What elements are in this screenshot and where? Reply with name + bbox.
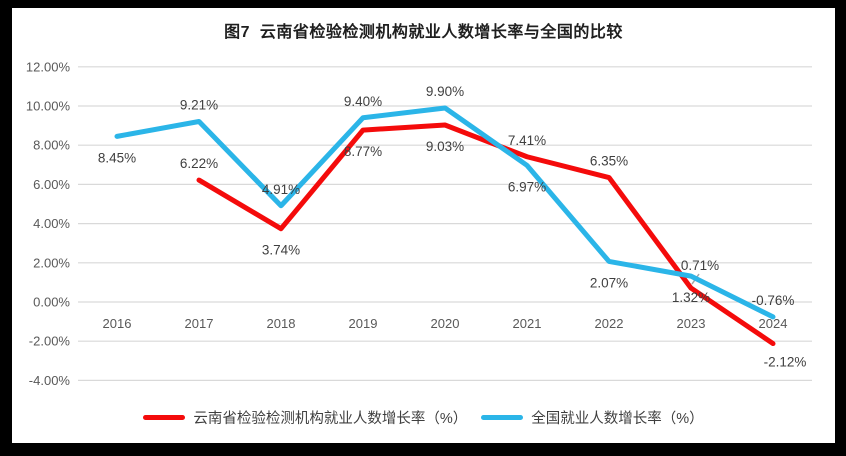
- data-label-national: 1.32%: [672, 290, 710, 305]
- data-label-yunnan: 0.71%: [681, 258, 719, 273]
- y-axis-tick-label: 2.00%: [33, 255, 70, 270]
- x-axis-tick-label: 2018: [267, 316, 296, 331]
- x-axis-tick-label: 2019: [349, 316, 378, 331]
- data-label-yunnan: -2.12%: [764, 355, 807, 370]
- data-label-national: 9.40%: [344, 94, 382, 109]
- y-axis-tick-label: 10.00%: [26, 99, 71, 114]
- x-axis-tick-label: 2023: [677, 316, 706, 331]
- legend-label-yunnan: 云南省检验检测机构就业人数增长率（%）: [193, 411, 468, 427]
- data-label-national: 9.90%: [426, 84, 464, 99]
- data-label-yunnan: 6.35%: [590, 154, 628, 169]
- y-axis-tick-label: -2.00%: [29, 334, 71, 349]
- series-line-national: [114, 105, 776, 320]
- x-axis-tick-label: 2021: [513, 316, 542, 331]
- y-axis-tick-label: -4.00%: [29, 373, 71, 388]
- x-axis-tick-label: 2017: [185, 316, 214, 331]
- data-label-yunnan: 7.41%: [508, 133, 546, 148]
- y-axis-tick-label: 4.00%: [33, 216, 70, 231]
- chart-legend: 云南省检验检测机构就业人数增长率（%） 全国就业人数增长率（%）: [12, 407, 835, 428]
- x-axis-tick-label: 2016: [103, 316, 132, 331]
- y-axis-tick-label: 0.00%: [33, 295, 70, 310]
- data-label-national: 2.07%: [590, 275, 628, 290]
- y-axis-tick-label: 6.00%: [33, 177, 70, 192]
- legend-label-national: 全国就业人数增长率（%）: [531, 411, 704, 427]
- x-axis-tick-label: 2022: [595, 316, 624, 331]
- data-label-yunnan: 9.03%: [426, 139, 464, 154]
- legend-swatch-yunnan-line: [143, 415, 186, 420]
- data-label-national: 8.45%: [98, 150, 136, 165]
- data-label-national: 6.97%: [508, 179, 546, 194]
- x-axis-tick-label: 2020: [431, 316, 460, 331]
- legend-item-yunnan: 云南省检验检测机构就业人数增长率（%）: [143, 407, 467, 428]
- series-line-yunnan: [196, 122, 776, 347]
- data-label-yunnan: 3.74%: [262, 243, 300, 258]
- y-axis-tick-label: 12.00%: [26, 59, 71, 74]
- data-label-yunnan: 6.22%: [180, 156, 218, 171]
- line-chart-plot: 12.00% 10.00% 8.00% 6.00% 4.00% 2.00% 0.00% -2.…: [26, 59, 812, 388]
- y-axis-tick-label: 8.00%: [33, 138, 70, 153]
- chart-card: 图7 云南省检验检测机构就业人数增长率与全国的比较 12.00% 10.00% 8.…: [12, 8, 835, 443]
- data-label-yunnan: 8.77%: [344, 144, 382, 159]
- data-label-national: 4.91%: [262, 182, 300, 197]
- x-axis-tick-label: 2024: [759, 316, 788, 331]
- data-label-national: -0.76%: [752, 293, 795, 308]
- legend-swatch-national-line: [481, 415, 524, 420]
- chart-title: 图7 云南省检验检测机构就业人数增长率与全国的比较: [224, 24, 623, 41]
- legend-item-national: 全国就业人数增长率（%）: [481, 407, 704, 428]
- data-label-national: 9.21%: [180, 97, 218, 112]
